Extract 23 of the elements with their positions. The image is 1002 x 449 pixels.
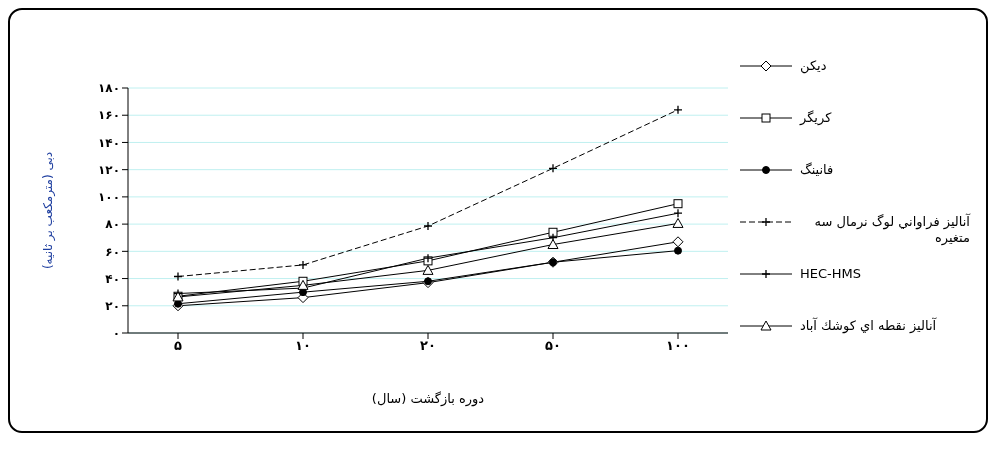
y-tick-label: ۴۰ bbox=[105, 271, 120, 286]
y-axis-title: دبی (مترمکعب بر ثانیه) bbox=[41, 151, 57, 270]
y-tick-label: ۱۶۰ bbox=[98, 108, 120, 123]
x-axis-title: دوره بازگشت (سال) bbox=[371, 391, 485, 407]
x-tick-label: ۱۰ bbox=[295, 338, 311, 354]
x-tick-label: ۵ bbox=[174, 338, 183, 354]
x-tick-label: ۲۰ bbox=[420, 338, 436, 354]
legend-label: فانینگ bbox=[800, 162, 834, 178]
y-tick-label: ۸۰ bbox=[105, 217, 120, 232]
y-tick-label: ۱۴۰ bbox=[98, 135, 120, 150]
legend-label: آنالیز نقطه اي كوشك آباد bbox=[800, 318, 937, 334]
legend-label: کریگر bbox=[800, 110, 832, 126]
x-tick-label: ۱۰۰ bbox=[666, 338, 690, 354]
legend-label: آنالیز فراواني لوگ نرمال سه متغيره bbox=[813, 214, 970, 246]
legend-label: دیکن bbox=[800, 58, 827, 74]
legend-label: HEC-HMS bbox=[800, 266, 862, 282]
y-tick-label: ۶۰ bbox=[105, 244, 120, 259]
y-tick-label: ۱۲۰ bbox=[98, 162, 120, 177]
x-tick-label: ۵۰ bbox=[545, 338, 561, 354]
y-tick-label: ۲۰ bbox=[105, 299, 120, 314]
y-tick-label: ۱۸۰ bbox=[98, 81, 120, 96]
y-tick-label: ۰ bbox=[112, 326, 120, 341]
y-tick-label: ۱۰۰ bbox=[98, 190, 120, 205]
